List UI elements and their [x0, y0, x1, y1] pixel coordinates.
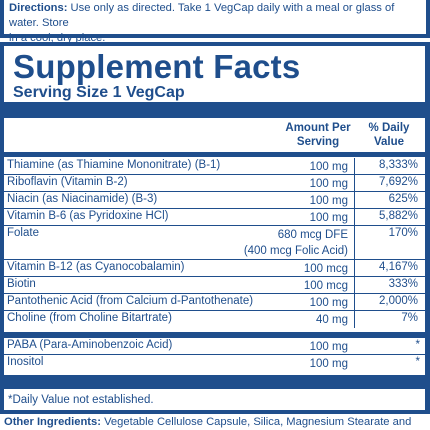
nutrient-dv: 5,882% [378, 210, 418, 222]
dv-header-line-2: Value [373, 136, 405, 148]
column-divider [354, 226, 355, 259]
other-ingredients-text: Vegetable Cellulose Capsule, Silica, Mag… [100, 416, 412, 428]
amount-header-line-1: Amount Per [285, 122, 351, 134]
table-row: Biotin 100 mcg 333% [4, 277, 426, 294]
nutrient-amount: 100 mg [309, 161, 348, 173]
section-divider-bar [4, 332, 426, 338]
nutrient-dv: 8,333% [378, 159, 418, 171]
nutrient-name: PABA (Para-Aminobenzoic Acid) [7, 339, 173, 351]
dv-header-line-1: % Daily [368, 122, 410, 134]
directions-box: Directions: Use only as directed. Take 1… [0, 0, 430, 44]
column-divider [354, 192, 355, 208]
column-divider [354, 260, 355, 276]
nutrient-name: Biotin [7, 278, 36, 290]
nutrient-name: Niacin (as Niacinamide) (B-3) [7, 193, 158, 205]
table-row: Inositol 100 mg * [4, 355, 426, 372]
nutrient-amount: 100 mg [309, 341, 348, 353]
column-divider [354, 277, 355, 293]
nutrient-dv: * [415, 339, 420, 351]
nutrient-name: Folate [7, 227, 39, 239]
nutrient-name: Pantothenic Acid (from Calcium d-Pantoth… [7, 295, 254, 307]
daily-value-footnote: *Daily Value not established. [8, 394, 154, 406]
supplement-facts-panel: Supplement Facts Serving Size 1 VegCap [0, 42, 430, 414]
nutrient-table: Thiamine (as Thiamine Mononitrate) (B-1)… [4, 158, 426, 328]
nutrient-dv: 333% [388, 278, 418, 290]
other-ingredients: Other Ingredients: Vegetable Cellulose C… [4, 416, 411, 428]
nutrient-dv: 2,000% [378, 295, 418, 307]
directions-label: Directions: [9, 2, 68, 14]
nutrient-amount: 680 mcg DFE (400 mcg Folic Acid) [244, 227, 348, 259]
nutrient-dv: 625% [388, 193, 418, 205]
nutrient-dv: 7,692% [378, 176, 418, 188]
table-row: Pantothenic Acid (from Calcium d-Pantoth… [4, 294, 426, 311]
nutrient-dv: 170% [388, 227, 418, 239]
nutrient-amount: 100 mg [309, 195, 348, 207]
daily-value-header: % Daily Value [360, 121, 418, 149]
amount-per-serving-header: Amount Per Serving [281, 121, 355, 149]
nutrient-amount: 100 mcg [303, 263, 348, 275]
serving-size: Serving Size 1 VegCap [13, 84, 185, 101]
nutrient-name: Vitamin B-6 (as Pyridoxine HCl) [7, 210, 169, 222]
column-divider [354, 209, 355, 225]
table-row: Vitamin B-12 (as Cyanocobalamin) 100 mcg… [4, 260, 426, 277]
table-row: PABA (Para-Aminobenzoic Acid) 100 mg * [4, 338, 426, 355]
nutrient-amount: 40 mg [316, 314, 348, 326]
directions-line-2: in a cool, dry place. [9, 32, 106, 44]
amount-header-line-2: Serving [296, 136, 340, 148]
non-dv-table: PABA (Para-Aminobenzoic Acid) 100 mg * I… [4, 338, 426, 372]
header-divider [4, 152, 426, 157]
nutrient-name: Thiamine (as Thiamine Mononitrate) (B-1) [7, 159, 221, 171]
facts-title: Supplement Facts [13, 48, 301, 85]
table-row: Vitamin B-6 (as Pyridoxine HCl) 100 mg 5… [4, 209, 426, 226]
nutrient-dv: 4,167% [378, 261, 418, 273]
nutrient-amount: 100 mg [309, 358, 348, 370]
header-bar [4, 102, 426, 118]
nutrient-amount: 100 mcg [303, 280, 348, 292]
nutrient-name: Riboflavin (Vitamin B-2) [7, 176, 128, 188]
column-divider [354, 158, 355, 174]
folate-amount-line-2: (400 mcg Folic Acid) [243, 245, 348, 257]
table-row: Thiamine (as Thiamine Mononitrate) (B-1)… [4, 158, 426, 175]
nutrient-dv: 7% [401, 312, 418, 324]
table-row: Riboflavin (Vitamin B-2) 100 mg 7,692% [4, 175, 426, 192]
column-divider [354, 175, 355, 191]
table-row: Choline (from Choline Bitartrate) 40 mg … [4, 311, 426, 328]
nutrient-amount: 100 mg [309, 297, 348, 309]
nutrient-amount: 100 mg [309, 212, 348, 224]
column-divider [354, 311, 355, 328]
nutrient-name: Vitamin B-12 (as Cyanocobalamin) [7, 261, 185, 273]
nutrient-dv: * [415, 356, 420, 368]
other-ingredients-label: Other Ingredients: [4, 416, 101, 428]
nutrient-name: Inositol [7, 356, 44, 368]
nutrient-amount: 100 mg [309, 178, 348, 190]
folate-amount-line-1: 680 mcg DFE [277, 229, 348, 241]
nutrient-name: Choline (from Choline Bitartrate) [7, 312, 172, 324]
directions-text: Use only as directed. Take 1 VegCap dail… [9, 2, 395, 29]
directions-line-1: Directions: Use only as directed. Take 1… [9, 1, 420, 31]
column-divider [354, 294, 355, 310]
footer-bar [4, 375, 426, 389]
table-row: Folate 680 mcg DFE (400 mcg Folic Acid) … [4, 226, 426, 260]
table-row: Niacin (as Niacinamide) (B-3) 100 mg 625… [4, 192, 426, 209]
